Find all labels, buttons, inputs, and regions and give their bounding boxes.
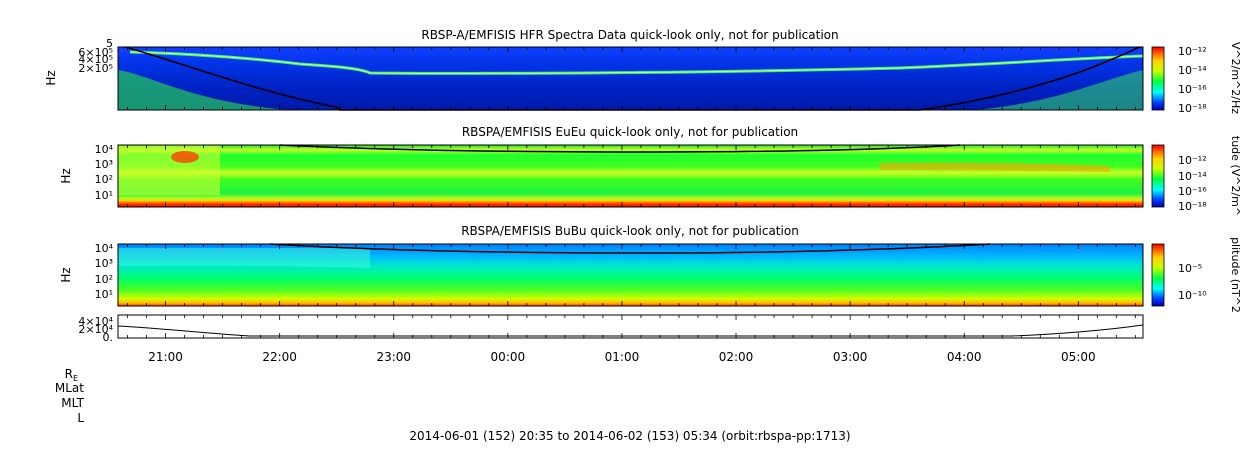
panel-hfr-colorbar: [1151, 46, 1165, 111]
hfr-lower-activity-right: [970, 70, 1143, 110]
time-tick-label: 02:00: [719, 350, 754, 364]
hfr-upper-line-core: [129, 51, 1144, 74]
panel-eueu-yticks: 10⁴ 10³ 10² 10¹: [95, 143, 114, 202]
panel-bubu-title: RBSPA/EMFISIS BuBu quick-look only, not …: [461, 224, 799, 238]
bubu-curve: [269, 243, 991, 254]
bubu-left-activity: [118, 248, 370, 268]
panel-hfr-colorbar-ticks: 10⁻¹² 10⁻¹⁴ 10⁻¹⁶ 10⁻¹⁸: [1178, 45, 1207, 115]
panel-bubu-frame: [117, 243, 1144, 307]
bubu-cbar-tick-0: 10⁻⁵: [1178, 262, 1202, 275]
time-tick-label: 22:00: [262, 350, 297, 364]
line-ytick-0: 0.: [103, 331, 114, 344]
panel-eueu-ylabel: Hz: [59, 168, 73, 183]
panel-eueu-colorbar-ticks: 10⁻¹² 10⁻¹⁴ 10⁻¹⁶ 10⁻¹⁸: [1178, 154, 1207, 213]
line-ytick-2e4: 2×10⁴: [78, 323, 113, 336]
eueu-curve: [279, 144, 961, 153]
panel-hfr-frame: [117, 46, 1144, 111]
eueu-ytick-1e1: 10¹: [95, 189, 113, 202]
hfr-plasmapause-curve: [124, 46, 1141, 111]
time-axis-ticks: [127, 47, 1136, 338]
time-axis-labels: 21:00 22:00 23:00 00:00 01:00 02:00 03:00 04:00…: [148, 350, 1095, 364]
line-panel-trace: [117, 324, 1144, 337]
hfr-ytick-5: 5: [106, 37, 113, 50]
panel-eueu-frame: [117, 144, 1144, 208]
eueu-left-activity: [118, 145, 220, 195]
ephemeris-label-l: L: [77, 411, 84, 425]
eueu-ytick-1e2: 10²: [95, 173, 113, 186]
eueu-cbar-tick-3: 10⁻¹⁸: [1178, 200, 1207, 213]
line-ytick-4e4: 4×10⁴: [78, 315, 113, 328]
panel-bubu-colorbar-ticks: 10⁻⁵ 10⁻¹⁰: [1178, 262, 1207, 302]
panel-bubu: RBSPA/EMFISIS BuBu quick-look only, not …: [59, 224, 1242, 313]
ephemeris-labels: RE MLat MLT L: [55, 367, 85, 425]
figure-footer: 2014-06-01 (152) 20:35 to 2014-06-02 (15…: [409, 429, 850, 443]
eueu-red-burst: [171, 151, 199, 163]
panel-hfr-colorbar-label: V^2/m^2/Hz: [1229, 42, 1242, 114]
hfr-ytick-2e5: 2×10⁵: [78, 62, 113, 75]
bubu-ytick-1e2: 10²: [95, 273, 113, 286]
eueu-cbar-tick-2: 10⁻¹⁶: [1178, 185, 1207, 198]
ephemeris-label-mlat: MLat: [55, 381, 84, 395]
time-tick-label: 23:00: [376, 350, 411, 364]
panel-line-yticks: 4×10⁴ 2×10⁴ 0.: [78, 315, 113, 344]
eueu-orange-band: [880, 162, 1110, 172]
bubu-cbar-tick-1: 10⁻¹⁰: [1178, 289, 1207, 302]
hfr-cbar-tick-1: 10⁻¹⁴: [1178, 64, 1207, 77]
time-tick-label: 21:00: [148, 350, 183, 364]
panel-eueu-colorbar-label: tude (V^2/m^: [1229, 136, 1242, 216]
bubu-ytick-1e1: 10¹: [95, 288, 113, 301]
panel-line: 4×10⁴ 2×10⁴ 0.: [78, 314, 1144, 344]
panel-bubu-ylabel: Hz: [59, 267, 73, 282]
panel-eueu-title: RBSPA/EMFISIS EuEu quick-look only, not …: [462, 125, 798, 139]
ephemeris-label-r-sub: E: [73, 374, 78, 383]
time-tick-label: 03:00: [833, 350, 868, 364]
hfr-cbar-tick-2: 10⁻¹⁶: [1178, 83, 1207, 96]
time-tick-label: 05:00: [1061, 350, 1096, 364]
hfr-cbar-tick-3: 10⁻¹⁸: [1178, 102, 1207, 115]
panel-eueu-colorbar: [1151, 144, 1165, 208]
ephemeris-label-mlt: MLT: [61, 396, 84, 410]
panel-hfr-ylabel: Hz: [44, 70, 58, 85]
time-tick-label: 00:00: [491, 350, 526, 364]
panel-eueu: RBSPA/EMFISIS EuEu quick-look only, not …: [59, 125, 1242, 216]
hfr-ytick-4e5: 4×10⁵: [78, 53, 113, 66]
eueu-ytick-1e4: 10⁴: [95, 143, 114, 156]
bubu-ytick-1e4: 10⁴: [95, 242, 114, 255]
hfr-ytick-6e5: 6×10⁵: [78, 46, 113, 59]
eueu-cbar-tick-0: 10⁻¹²: [1178, 154, 1207, 167]
panel-bubu-yticks: 10⁴ 10³ 10² 10¹: [95, 242, 114, 301]
panel-bubu-colorbar: [1151, 243, 1165, 307]
panel-hfr-yticks: 5 6×10⁵ 4×10⁵ 2×10⁵: [78, 37, 113, 75]
ephemeris-label-r: RE: [65, 367, 78, 383]
panel-bubu-colorbar-label: plitude (nT^2: [1229, 237, 1242, 313]
eueu-ytick-1e3: 10³: [95, 158, 113, 171]
panel-hfr-spectrogram: [118, 47, 1143, 110]
panel-line-frame: [117, 314, 1144, 339]
hfr-lower-activity: [118, 70, 290, 110]
panel-eueu-spectrogram: [118, 145, 1143, 207]
hfr-cbar-tick-0: 10⁻¹²: [1178, 45, 1207, 58]
time-tick-label: 04:00: [947, 350, 982, 364]
bubu-ytick-1e3: 10³: [95, 257, 113, 270]
panel-hfr: RBSP-A/EMFISIS HFR Spectra Data quick-lo…: [44, 28, 1242, 115]
time-tick-label: 01:00: [605, 350, 640, 364]
eueu-cbar-tick-1: 10⁻¹⁴: [1178, 170, 1207, 183]
panel-hfr-title: RBSP-A/EMFISIS HFR Spectra Data quick-lo…: [421, 28, 838, 42]
